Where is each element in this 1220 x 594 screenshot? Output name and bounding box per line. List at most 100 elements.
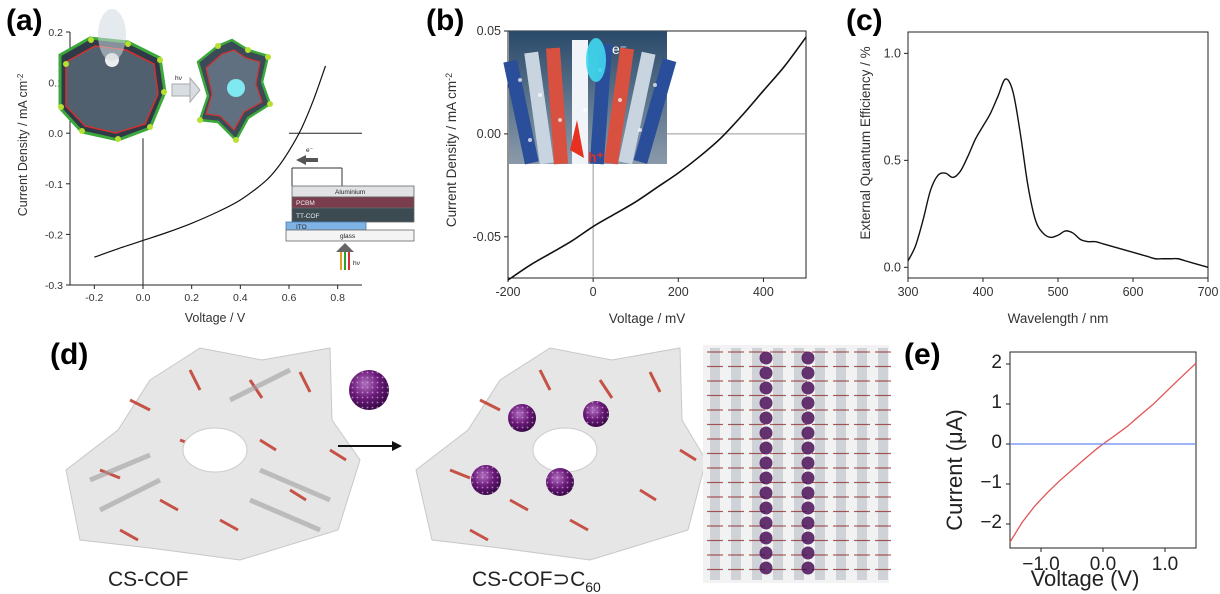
stack-c60-molecule (759, 426, 773, 440)
stack-column (752, 348, 762, 580)
chart-a-xtick-label: 0.0 (136, 292, 151, 304)
stack-column (836, 348, 846, 580)
chart-a-ytick-label: -0.2 (45, 229, 63, 241)
panel-label-c: (c) (846, 4, 883, 37)
device-layer-pcbm-label: PCBM (296, 200, 315, 207)
stack-c60-molecule (759, 381, 773, 395)
device-layer-glass (285, 229, 415, 242)
stack-c60-molecule (801, 471, 815, 485)
chart-b-xtick-label: 400 (753, 285, 774, 299)
cs-cof-c60-caption: CS-COF⊃C60 (472, 568, 601, 594)
inset-b-electron-label: e⁻ (612, 41, 627, 57)
panel-label-e: (e) (904, 338, 941, 371)
chart-e-series-line-0 (1009, 362, 1197, 543)
chart-b: -200 0 200 400 -0.05 0.00 0.05 (473, 24, 807, 299)
stack-c60-molecule (759, 471, 773, 485)
inset-b-hole-label: h⁺ (588, 149, 604, 165)
stack-column (773, 348, 783, 580)
stacked-columns-view (703, 345, 891, 583)
chart-b-xlabel: Voltage / mV (609, 311, 686, 326)
stack-c60-molecule (801, 441, 815, 455)
stack-column (878, 348, 888, 580)
device-layer-ttcof-label: TT-COF (296, 213, 319, 220)
reaction-arrow (338, 441, 402, 451)
chart-a-xtick-label: 0.8 (330, 292, 345, 304)
stack-c60-molecule (759, 516, 773, 530)
cof-column-inset-b: e⁻ h⁺ (503, 31, 677, 165)
chart-e-ytick-label: 2 (991, 352, 1002, 373)
chart-c: 300 400 500 600 700 0.0 0.5 1.0 (884, 31, 1219, 299)
stack-c60-molecule (801, 516, 815, 530)
stack-c60-molecule (801, 366, 815, 380)
device-layer-glass-label: glass (340, 233, 356, 240)
device-electron-label: e⁻ (306, 147, 314, 154)
stack-column (710, 348, 720, 580)
stack-column (815, 348, 825, 580)
chart-b-ytick-label: -0.05 (473, 230, 502, 244)
stack-c60-molecule (801, 351, 815, 365)
chart-c-xtick-label: 700 (1198, 285, 1219, 299)
chart-e-xtick-label: −1.0 (1022, 554, 1060, 575)
stack-c60-molecule (759, 561, 773, 575)
chart-b-series-line-0 (507, 36, 807, 281)
chart-b-ytick-label: 0.05 (477, 24, 501, 38)
stack-c60-molecule (801, 531, 815, 545)
stack-column (794, 348, 804, 580)
stack-c60-molecule (759, 531, 773, 545)
stack-c60-molecule (801, 396, 815, 410)
chart-c-ylabel: External Quantum Efficiency / % (858, 46, 873, 239)
chart-c-ytick-label: 1.0 (884, 46, 901, 60)
chart-c-ytick-label: 0.0 (884, 260, 901, 274)
chart-a-xlabel: Voltage / V (185, 311, 246, 325)
chart-e: −1.0 0.0 1.0 −2 −1 0 1 2 (980, 351, 1197, 575)
chart-a-xtick-label: 0.4 (233, 292, 248, 304)
chart-a-ytick-label: -0.3 (45, 280, 63, 292)
stack-c60-molecule (801, 426, 815, 440)
chart-c-ytick-label: 0.5 (884, 153, 901, 167)
stack-column (857, 348, 867, 580)
stack-c60-molecule (801, 381, 815, 395)
chart-c-xtick-label: 600 (1123, 285, 1144, 299)
stack-c60-molecule (759, 396, 773, 410)
chart-a-xtick-label: -0.2 (85, 292, 103, 304)
stack-c60-molecule (759, 366, 773, 380)
panel-label-a: (a) (6, 4, 43, 37)
chart-e-xtick-label: 0.0 (1090, 554, 1116, 575)
chart-e-ylabel: Current (μA) (942, 409, 967, 530)
stack-c60-molecule (759, 411, 773, 425)
stack-c60-molecule (759, 351, 773, 365)
stack-c60-molecule (801, 561, 815, 575)
c60-molecule (349, 370, 389, 410)
stack-c60-molecule (801, 546, 815, 560)
cs-cof-structure: CS-COF (65, 347, 361, 591)
chart-b-xtick-label: 200 (668, 285, 689, 299)
chart-e-frame (1009, 351, 1197, 549)
chart-b-ytick-label: 0.00 (477, 127, 501, 141)
panel-label-d: (d) (50, 338, 88, 371)
stack-c60-molecule (759, 501, 773, 515)
device-layer-aluminium-label: Aluminium (335, 189, 365, 196)
chart-c-xtick-label: 500 (1048, 285, 1069, 299)
chart-a-xtick-label: 0.6 (282, 292, 297, 304)
chart-c-series-line-0 (907, 78, 1209, 268)
stack-c60-molecule (759, 441, 773, 455)
chart-c-frame (907, 31, 1209, 279)
device-stack-diagram: e⁻ Aluminium PCBM TT-COF ITO glass hν (285, 147, 415, 270)
chart-e-ytick-label: 1 (991, 392, 1002, 413)
stack-c60-molecule (801, 501, 815, 515)
chart-b-ylabel: Current Density / mA cm-2 (444, 73, 459, 227)
chart-c-xtick-label: 400 (973, 285, 994, 299)
stack-column (731, 348, 741, 580)
inset-a-hv-label: hν (175, 75, 182, 82)
chart-a-ytick-label: -0.1 (45, 179, 63, 191)
chart-a-ytick-label: 0.2 (48, 27, 63, 39)
cs-cof-caption: CS-COF (108, 568, 189, 591)
chart-a-ylabel: Current Density / mA cm-2 (16, 73, 30, 216)
device-light-label: hν (353, 260, 360, 267)
cof-inset-a: hν (58, 9, 273, 143)
chart-a-series-line-0 (94, 65, 327, 258)
chart-e-xlabel: Voltage (V) (1031, 566, 1140, 591)
chart-c-xtick-label: 300 (898, 285, 919, 299)
chart-e-ytick-label: 0 (991, 432, 1002, 453)
